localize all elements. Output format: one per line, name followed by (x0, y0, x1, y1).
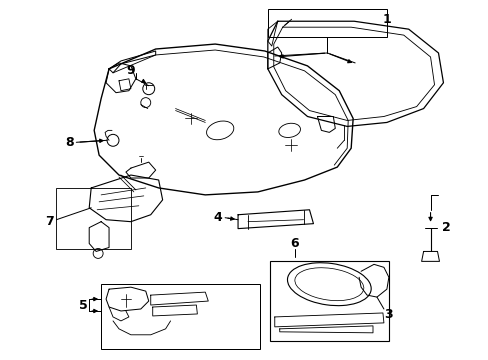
Text: 6: 6 (290, 237, 298, 250)
Text: 8: 8 (65, 136, 74, 149)
Text: 7: 7 (45, 215, 54, 228)
Text: 3: 3 (384, 309, 392, 321)
Text: 1: 1 (382, 13, 390, 26)
Text: 9: 9 (126, 64, 135, 77)
Text: 5: 5 (79, 298, 87, 311)
Text: 2: 2 (441, 221, 450, 234)
Bar (101, 284, 259, 349)
Bar (56, 188, 131, 249)
Bar (269, 261, 388, 341)
Bar (267, 9, 386, 37)
Text: 4: 4 (213, 211, 222, 224)
